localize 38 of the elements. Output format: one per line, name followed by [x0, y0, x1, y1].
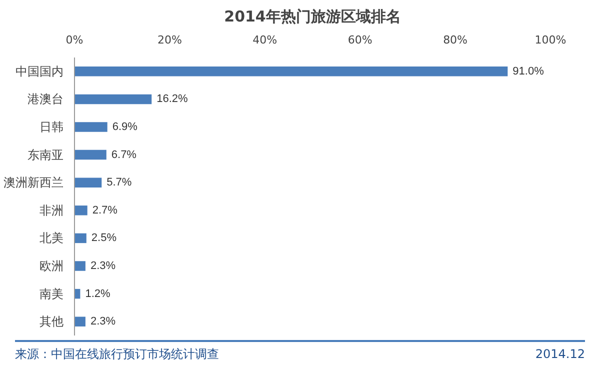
- bar: [74, 261, 86, 271]
- bar: [74, 233, 86, 244]
- data-label: 2.3%: [90, 260, 116, 272]
- y-tick-label: 日韩: [40, 120, 64, 134]
- bar: [74, 178, 102, 188]
- bar: [74, 316, 86, 326]
- y-tick-label: 东南亚: [28, 148, 64, 162]
- y-tick-label: 港澳台: [28, 92, 64, 106]
- y-tick-label: 南美: [40, 286, 64, 301]
- bar: [74, 150, 106, 160]
- x-tick-label: 100%: [534, 34, 566, 46]
- x-tick-label: 20%: [157, 34, 182, 46]
- chart-title: 2014年热门旅游区域排名: [224, 8, 401, 26]
- data-label: 2.3%: [90, 316, 116, 328]
- x-tick-label: 80%: [443, 34, 468, 46]
- bar: [74, 122, 108, 132]
- x-tick-label: 60%: [348, 34, 372, 46]
- bar: [74, 66, 508, 76]
- data-label: 6.9%: [112, 121, 138, 133]
- y-tick-label: 北美: [40, 231, 64, 246]
- data-label: 2.7%: [92, 204, 118, 216]
- y-tick-label: 欧洲: [40, 259, 64, 273]
- data-label: 5.7%: [106, 176, 132, 189]
- y-tick-label: 澳洲新西兰: [4, 176, 64, 190]
- data-label: 6.7%: [111, 148, 137, 161]
- data-label: 2.5%: [91, 232, 117, 244]
- y-tick-label: 非洲: [40, 203, 64, 218]
- data-label: 91.0%: [512, 65, 544, 78]
- y-tick-label: 中国国内: [16, 64, 64, 78]
- bar: [74, 94, 152, 104]
- source-note: 来源：中国在线旅行预订市场统计调查: [15, 346, 219, 363]
- bar: [74, 206, 88, 216]
- x-tick-label: 0%: [66, 34, 84, 46]
- data-label: 1.2%: [85, 288, 111, 300]
- y-tick-label: 其他: [40, 314, 64, 329]
- text: 2014.12: [535, 346, 585, 363]
- data-label: 16.2%: [156, 93, 188, 106]
- x-tick-label: 40%: [252, 34, 278, 46]
